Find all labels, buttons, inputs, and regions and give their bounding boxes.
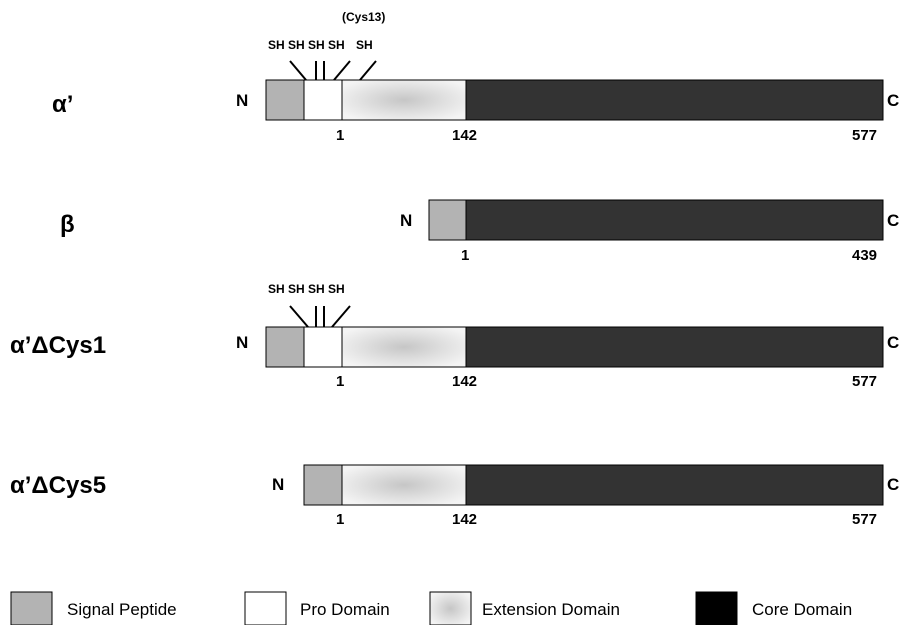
sh-label: SH <box>328 38 345 52</box>
position-label: 1 <box>461 247 469 264</box>
legend-item-pro-domain: Pro Domain <box>244 591 390 625</box>
legend-swatch <box>429 591 472 625</box>
legend: Signal Peptide Pro Domain Extension Doma… <box>10 591 852 625</box>
c-terminus-label: C <box>887 91 899 110</box>
cysteine-marker <box>331 305 351 328</box>
position-label: 1 <box>336 127 344 144</box>
position-label: 577 <box>852 127 877 144</box>
core-domain-segment <box>465 464 884 506</box>
sh-label: SH <box>268 282 285 296</box>
position-label: 142 <box>452 511 477 528</box>
core-domain-segment <box>465 326 884 368</box>
sh-label: SH <box>328 282 345 296</box>
c-terminus-label: C <box>887 211 899 230</box>
row-alpha-prime-delta-cys1: α’ΔCys1 N C 1 142 577 SH SH SH SH <box>10 282 899 390</box>
extension-domain-segment <box>341 326 467 368</box>
signal-peptide-segment <box>303 464 343 506</box>
signal-peptide-segment <box>265 326 305 368</box>
position-label: 142 <box>452 127 477 144</box>
row-alpha-prime: α’ N C 1 142 577 (Cys13) SH SH SH SH SH <box>52 10 899 144</box>
position-label: 439 <box>852 247 877 264</box>
position-label: 142 <box>452 373 477 390</box>
extension-domain-segment <box>341 464 467 506</box>
legend-item-signal-peptide: Signal Peptide <box>10 591 177 625</box>
position-label: 577 <box>852 511 877 528</box>
row-label: α’ <box>52 91 73 118</box>
position-label: 1 <box>336 373 344 390</box>
row-label: β <box>60 211 75 238</box>
extension-domain-segment <box>341 79 467 121</box>
core-domain-segment <box>465 199 884 241</box>
legend-item-core-domain: Core Domain <box>695 591 852 625</box>
sh-label: SH <box>308 282 325 296</box>
sh-label: SH <box>288 38 305 52</box>
c-terminus-label: C <box>887 333 899 352</box>
cysteine-marker <box>333 60 351 81</box>
row-label: α’ΔCys1 <box>10 332 106 359</box>
legend-item-extension-domain: Extension Domain <box>429 591 620 625</box>
n-terminus-label: N <box>400 211 412 230</box>
n-terminus-label: N <box>272 475 284 494</box>
signal-peptide-segment <box>428 199 467 241</box>
legend-label: Pro Domain <box>300 600 390 619</box>
pro-domain-segment <box>303 79 343 121</box>
n-terminus-label: N <box>236 91 248 110</box>
position-label: 1 <box>336 511 344 528</box>
signal-peptide-segment <box>265 79 305 121</box>
n-terminus-label: N <box>236 333 248 352</box>
legend-swatch <box>695 591 738 625</box>
legend-swatch <box>244 591 287 625</box>
sh-label: SH <box>268 38 285 52</box>
cys13-annotation: (Cys13) <box>342 10 385 24</box>
row-beta: β N C 1 439 <box>60 199 899 264</box>
legend-label: Extension Domain <box>482 600 620 619</box>
sh-label: SH <box>356 38 373 52</box>
c-terminus-label: C <box>887 475 899 494</box>
row-alpha-prime-delta-cys5: α’ΔCys5 N C 1 142 577 <box>10 464 899 528</box>
legend-swatch <box>10 591 53 625</box>
position-label: 577 <box>852 373 877 390</box>
sh-label: SH <box>288 282 305 296</box>
core-domain-segment <box>465 79 884 121</box>
legend-label: Signal Peptide <box>67 600 177 619</box>
cysteine-marker <box>359 60 377 81</box>
cysteine-marker <box>289 305 309 328</box>
legend-label: Core Domain <box>752 600 852 619</box>
row-label: α’ΔCys5 <box>10 472 106 499</box>
pro-domain-segment <box>303 326 343 368</box>
cysteine-marker <box>289 60 307 81</box>
sh-label: SH <box>308 38 325 52</box>
